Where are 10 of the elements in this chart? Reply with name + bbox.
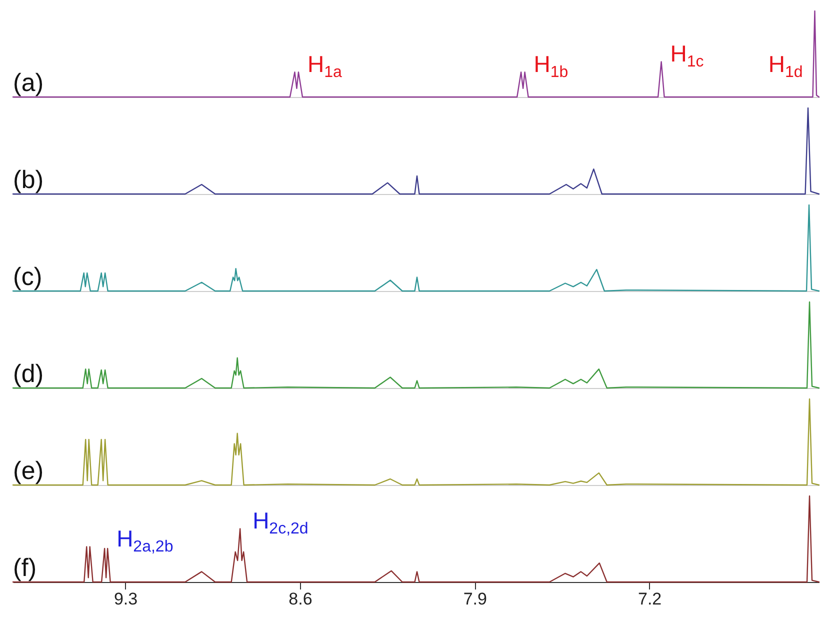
series-label: (b)	[13, 166, 44, 194]
x-tick-label: 7.9	[463, 590, 487, 608]
series-label: (d)	[13, 360, 44, 388]
series-label: (c)	[13, 263, 42, 291]
series-label: (e)	[13, 457, 44, 485]
x-tick-label: 7.2	[638, 590, 662, 608]
series-label: (f)	[13, 554, 37, 582]
series-label: (a)	[13, 69, 44, 97]
x-tick-label: 9.3	[114, 590, 138, 608]
x-tick-label: 8.6	[288, 590, 312, 608]
